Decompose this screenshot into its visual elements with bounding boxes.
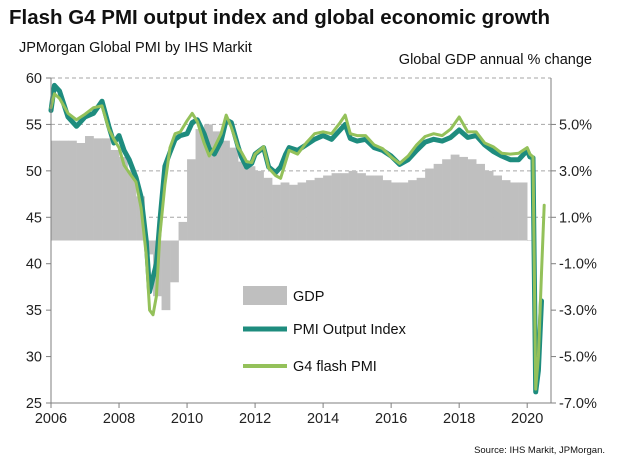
left-tick-label: 30	[26, 350, 42, 366]
left-tick-label: 25	[26, 396, 42, 412]
gdp-bar	[102, 138, 111, 241]
gdp-bar	[136, 196, 145, 241]
gdp-bar	[408, 180, 417, 241]
gdp-bar	[459, 156, 468, 241]
legend-gdp-label: GDP	[293, 289, 324, 305]
gdp-bar	[263, 177, 273, 241]
gdp-bar	[314, 177, 324, 241]
x-tick-label: 2014	[307, 411, 339, 427]
gdp-bar	[442, 159, 451, 241]
gdp-bar	[493, 175, 502, 241]
gdp-bar	[365, 175, 375, 241]
right-tick-label: -3.0%	[559, 303, 597, 319]
right-tick-label: -1.0%	[559, 257, 597, 273]
gdp-bar	[450, 154, 460, 241]
gdp-bar	[476, 163, 485, 241]
x-tick-label: 2012	[239, 411, 271, 427]
left-axis-title: JPMorgan Global PMI by IHS Markit	[19, 40, 252, 56]
gdp-bar	[399, 182, 409, 241]
gdp-bar	[416, 177, 426, 241]
chart-title: Flash G4 PMI output index and global eco…	[9, 6, 550, 29]
gdp-bar	[391, 182, 400, 241]
gdp-bar	[433, 163, 443, 241]
right-tick-label: 3.0%	[559, 164, 592, 180]
gdp-bar	[348, 170, 358, 241]
x-tick-label: 2006	[35, 411, 67, 427]
legend-pmi-label: PMI Output Index	[293, 322, 407, 338]
x-tick-label: 2018	[443, 411, 475, 427]
left-tick-label: 45	[26, 210, 42, 226]
gdp-bar	[246, 166, 256, 241]
gdp-bar	[425, 168, 434, 241]
gdp-bar	[59, 140, 69, 241]
gdp-bar	[467, 159, 477, 241]
right-tick-label: 5.0%	[559, 117, 592, 133]
left-tick-label: 50	[26, 164, 42, 180]
gdp-bar	[68, 140, 77, 241]
right-tick-label: 1.0%	[559, 210, 592, 226]
legend: GDP PMI Output Index G4 flash PMI	[243, 286, 407, 375]
gdp-bar	[382, 180, 392, 241]
gdp-bar	[501, 180, 511, 241]
axes: 25 30 35 40 45 50 55 60 5.0% 3.0% 1.0% -1.0% -3.0% -5…	[26, 71, 597, 427]
legend-gdp-swatch	[243, 286, 287, 305]
pmi-series	[48, 82, 546, 395]
gdp-bar	[306, 180, 315, 241]
left-tick-label: 35	[26, 303, 42, 319]
gdp-bar	[76, 143, 86, 241]
gdp-bar	[212, 131, 222, 241]
gdp-bar	[331, 173, 341, 241]
right-axis-title: Global GDP annual % change	[398, 52, 592, 68]
gdp-bar	[161, 240, 171, 311]
gdp-bar	[323, 175, 332, 241]
right-tick-label: -7.0%	[559, 396, 597, 412]
x-tick-label: 2010	[171, 411, 203, 427]
gdp-bar	[289, 184, 298, 241]
gdp-bar	[255, 170, 264, 241]
g4-flash-pmi-line	[49, 92, 546, 391]
left-tick-label: 60	[26, 71, 42, 87]
left-tick-label: 40	[26, 257, 42, 273]
x-tick-label: 2016	[375, 411, 407, 427]
x-tick-label: 2008	[103, 411, 135, 427]
gdp-bar	[518, 182, 528, 241]
gdp-bar	[510, 182, 519, 241]
gdp-bar	[93, 138, 103, 241]
left-tick-label: 55	[26, 117, 42, 133]
gdp-bar	[374, 175, 383, 241]
gdp-bar	[170, 240, 179, 283]
gdp-bar	[204, 124, 213, 241]
gdp-bar	[119, 156, 128, 241]
gdp-series	[51, 124, 536, 311]
x-tick-label: 2020	[511, 411, 543, 427]
gdp-bar	[484, 170, 494, 241]
gdp-bar	[272, 184, 281, 241]
gdp-bar	[195, 129, 205, 241]
gdp-bar	[238, 161, 247, 241]
gdp-bar	[178, 221, 188, 241]
source-note: Source: IHS Markit, JPMorgan.	[474, 445, 605, 456]
gdp-bar	[51, 140, 60, 241]
gdp-bar	[340, 173, 349, 241]
gdp-bar	[110, 149, 120, 241]
gdp-bar	[297, 182, 307, 241]
gdp-bar	[127, 170, 137, 241]
gdp-bar	[221, 140, 230, 241]
legend-flash-label: G4 flash PMI	[293, 359, 377, 375]
gdp-bar	[187, 159, 196, 241]
gdp-bar	[357, 173, 366, 241]
right-tick-label: -5.0%	[559, 350, 597, 366]
gdp-bar	[280, 182, 290, 241]
gdp-bar	[229, 147, 239, 241]
gdp-bar	[85, 136, 94, 241]
